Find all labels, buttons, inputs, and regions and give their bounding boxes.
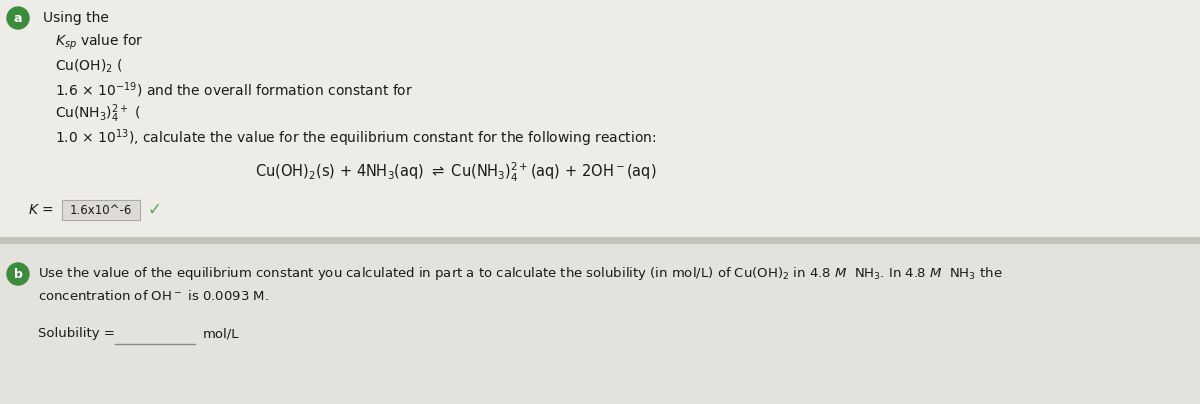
Text: mol/L: mol/L (203, 328, 240, 341)
Text: a: a (13, 11, 23, 25)
Text: b: b (13, 267, 23, 280)
Bar (62, 200, 140, 220)
Text: 1.6 × 10$^{-19}$) and the overall formation constant for: 1.6 × 10$^{-19}$) and the overall format… (55, 80, 413, 100)
Text: concentration of OH$^-$ is 0.0093 M.: concentration of OH$^-$ is 0.0093 M. (38, 289, 269, 303)
Text: $K_{sp}$ value for: $K_{sp}$ value for (55, 32, 144, 52)
Circle shape (7, 7, 29, 29)
Text: 1.0 × 10$^{13}$), calculate the value for the equilibrium constant for the follo: 1.0 × 10$^{13}$), calculate the value fo… (55, 127, 656, 149)
Circle shape (7, 263, 29, 285)
Text: ✓: ✓ (148, 201, 162, 219)
Text: Use the value of the equilibrium constant you calculated in part a to calculate : Use the value of the equilibrium constan… (38, 265, 1002, 282)
Text: Cu(NH$_3$)$_4^{2+}$ (: Cu(NH$_3$)$_4^{2+}$ ( (55, 103, 140, 125)
Text: $K$ =: $K$ = (28, 203, 54, 217)
Text: 1.6x10^-6: 1.6x10^-6 (70, 204, 132, 217)
Text: Cu(OH)$_2$ (: Cu(OH)$_2$ ( (55, 57, 124, 75)
Text: Solubility =: Solubility = (38, 328, 115, 341)
Text: Using the: Using the (43, 11, 109, 25)
Bar (0, 244, 1200, 404)
Text: Cu(OH)$_2$(s) + 4NH$_3$(aq) $\rightleftharpoons$ Cu(NH$_3$)$_4^{2+}$(aq) + 2OH$^: Cu(OH)$_2$(s) + 4NH$_3$(aq) $\rightlefth… (256, 160, 656, 183)
